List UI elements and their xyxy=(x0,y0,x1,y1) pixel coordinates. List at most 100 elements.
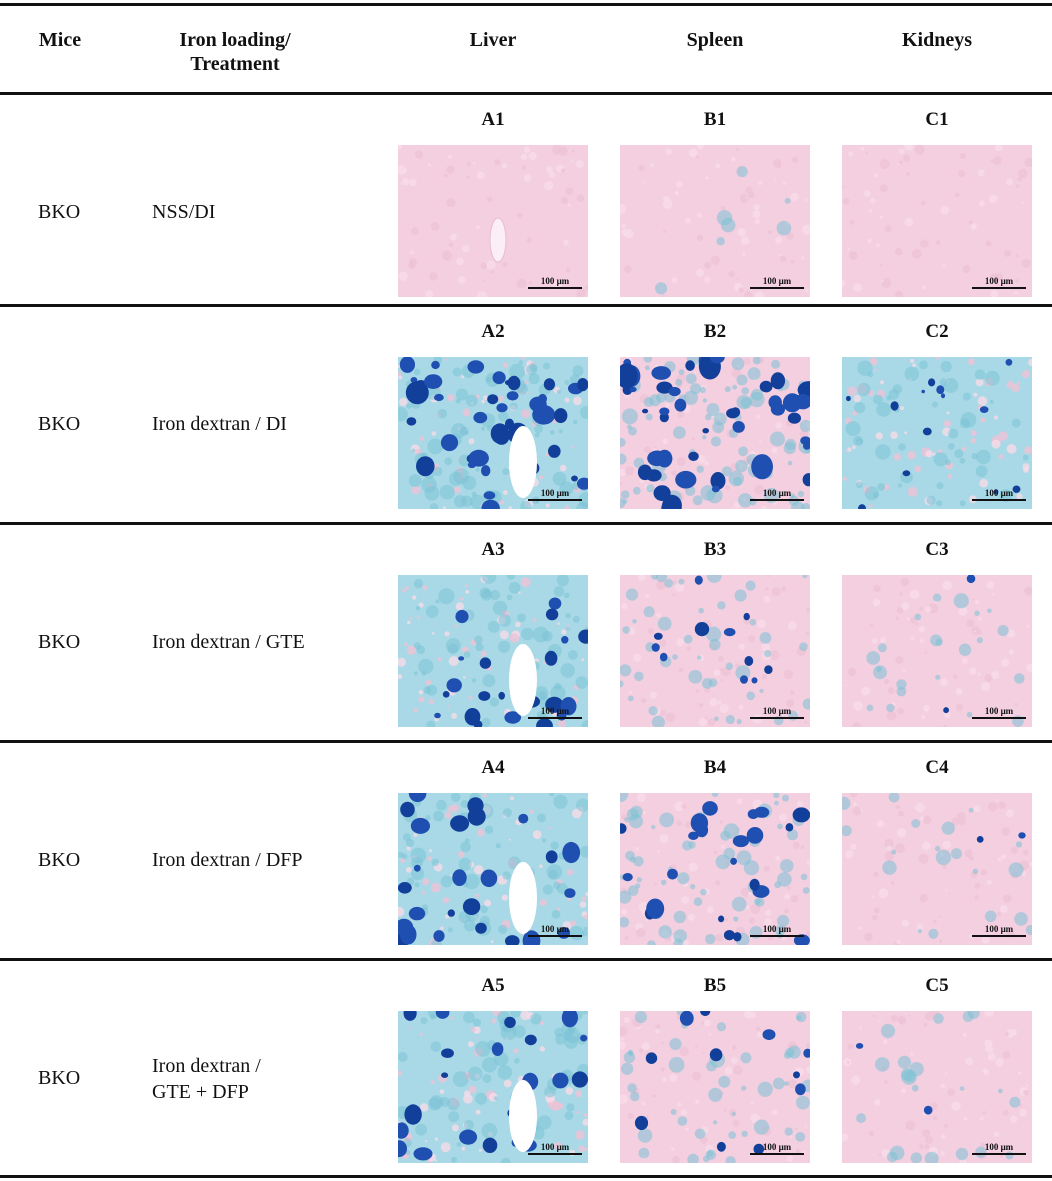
micrograph-panel: 100 μm xyxy=(620,145,810,297)
treatment-cell: Iron dextran / DI xyxy=(152,413,287,435)
row-divider xyxy=(0,958,1052,961)
panel-label: A4 xyxy=(481,757,505,778)
scale-bar-line xyxy=(750,717,804,719)
scale-bar-line xyxy=(750,287,804,289)
row-divider xyxy=(0,740,1052,743)
panel-label: A5 xyxy=(481,975,505,996)
panel-label: C4 xyxy=(925,757,949,778)
micrograph-image xyxy=(842,575,1032,727)
scale-bar-label: 100 μm xyxy=(984,276,1014,286)
scale-bar-line xyxy=(750,499,804,501)
micrograph-image xyxy=(398,357,588,509)
header-liver: Liver xyxy=(469,29,517,51)
treatment-cell: Iron dextran / DFP xyxy=(152,849,303,871)
scale-bar-label: 100 μm xyxy=(762,706,792,716)
micrograph-image xyxy=(842,357,1032,509)
micrograph-panel: 100 μm xyxy=(842,793,1032,945)
micrograph-image xyxy=(620,575,810,727)
header-mice: Mice xyxy=(38,29,82,51)
scale-bar-label: 100 μm xyxy=(762,276,792,286)
scale-bar-line xyxy=(972,717,1026,719)
scale-bar-line xyxy=(528,499,582,501)
micrograph-panel: 100 μm xyxy=(398,793,588,945)
panel-label: B1 xyxy=(703,109,727,130)
header-treatment: Iron loading/ Treatment xyxy=(179,29,291,75)
micrograph-image xyxy=(620,793,810,945)
scale-bar-line xyxy=(528,935,582,937)
micrograph-image xyxy=(398,1011,588,1163)
row-divider xyxy=(0,522,1052,525)
panel-label: C2 xyxy=(925,321,949,342)
micrograph-image xyxy=(398,145,588,297)
micrograph-panel: 100 μm xyxy=(842,1011,1032,1163)
scale-bar-label: 100 μm xyxy=(762,924,792,934)
scale-bar: 100 μm xyxy=(750,1142,804,1155)
scale-bar-line xyxy=(528,717,582,719)
mice-cell: BKO xyxy=(38,1067,81,1089)
micrograph-panel: 100 μm xyxy=(842,145,1032,297)
panel-label: C1 xyxy=(925,109,949,130)
scale-bar-line xyxy=(972,1153,1026,1155)
scale-bar-label: 100 μm xyxy=(984,1142,1014,1152)
treatment-cell: Iron dextran / GTE xyxy=(152,631,305,653)
micrograph-image xyxy=(398,575,588,727)
micrograph-image xyxy=(620,357,810,509)
micrograph-panel: 100 μm xyxy=(398,575,588,727)
scale-bar: 100 μm xyxy=(972,706,1026,719)
treatment-cell: NSS/DI xyxy=(152,201,216,223)
scale-bar: 100 μm xyxy=(972,488,1026,501)
scale-bar: 100 μm xyxy=(528,924,582,937)
micrograph-panel: 100 μm xyxy=(398,1011,588,1163)
table-top-rule xyxy=(0,3,1052,6)
panel-label: B3 xyxy=(703,539,727,560)
scale-bar: 100 μm xyxy=(528,276,582,289)
row-divider xyxy=(0,304,1052,307)
treatment-cell: Iron dextran / GTE + DFP xyxy=(152,1055,261,1103)
scale-bar-line xyxy=(528,287,582,289)
micrograph-panel: 100 μm xyxy=(620,1011,810,1163)
scale-bar: 100 μm xyxy=(750,488,804,501)
scale-bar-label: 100 μm xyxy=(762,488,792,498)
scale-bar-label: 100 μm xyxy=(762,1142,792,1152)
micrograph-panel: 100 μm xyxy=(398,357,588,509)
micrograph-image xyxy=(842,145,1032,297)
header-kidneys: Kidneys xyxy=(901,29,973,51)
header-rule xyxy=(0,92,1052,95)
table-bottom-rule xyxy=(0,1175,1052,1178)
scale-bar-line xyxy=(750,1153,804,1155)
micrograph-image xyxy=(842,793,1032,945)
micrograph-panel: 100 μm xyxy=(842,575,1032,727)
scale-bar: 100 μm xyxy=(750,276,804,289)
micrograph-panel: 100 μm xyxy=(398,145,588,297)
scale-bar: 100 μm xyxy=(528,488,582,501)
panel-label: A3 xyxy=(481,539,505,560)
scale-bar: 100 μm xyxy=(528,1142,582,1155)
micrograph-panel: 100 μm xyxy=(620,357,810,509)
scale-bar: 100 μm xyxy=(972,276,1026,289)
mice-cell: BKO xyxy=(38,631,81,653)
scale-bar-label: 100 μm xyxy=(984,488,1014,498)
scale-bar: 100 μm xyxy=(972,1142,1026,1155)
mice-cell: BKO xyxy=(38,201,81,223)
scale-bar-line xyxy=(750,935,804,937)
panel-label: B5 xyxy=(703,975,727,996)
scale-bar-label: 100 μm xyxy=(540,924,570,934)
mice-cell: BKO xyxy=(38,849,81,871)
scale-bar-line xyxy=(972,287,1026,289)
micrograph-panel: 100 μm xyxy=(842,357,1032,509)
micrograph-panel: 100 μm xyxy=(620,793,810,945)
micrograph-image xyxy=(620,145,810,297)
scale-bar: 100 μm xyxy=(750,924,804,937)
panel-label: B4 xyxy=(703,757,727,778)
scale-bar-label: 100 μm xyxy=(540,706,570,716)
scale-bar-label: 100 μm xyxy=(540,276,570,286)
scale-bar-label: 100 μm xyxy=(984,706,1014,716)
micrograph-image xyxy=(620,1011,810,1163)
micrograph-image xyxy=(842,1011,1032,1163)
scale-bar-line xyxy=(528,1153,582,1155)
scale-bar-line xyxy=(972,935,1026,937)
micrograph-panel: 100 μm xyxy=(620,575,810,727)
panel-label: C5 xyxy=(925,975,949,996)
panel-label: A2 xyxy=(481,321,505,342)
scale-bar-line xyxy=(972,499,1026,501)
